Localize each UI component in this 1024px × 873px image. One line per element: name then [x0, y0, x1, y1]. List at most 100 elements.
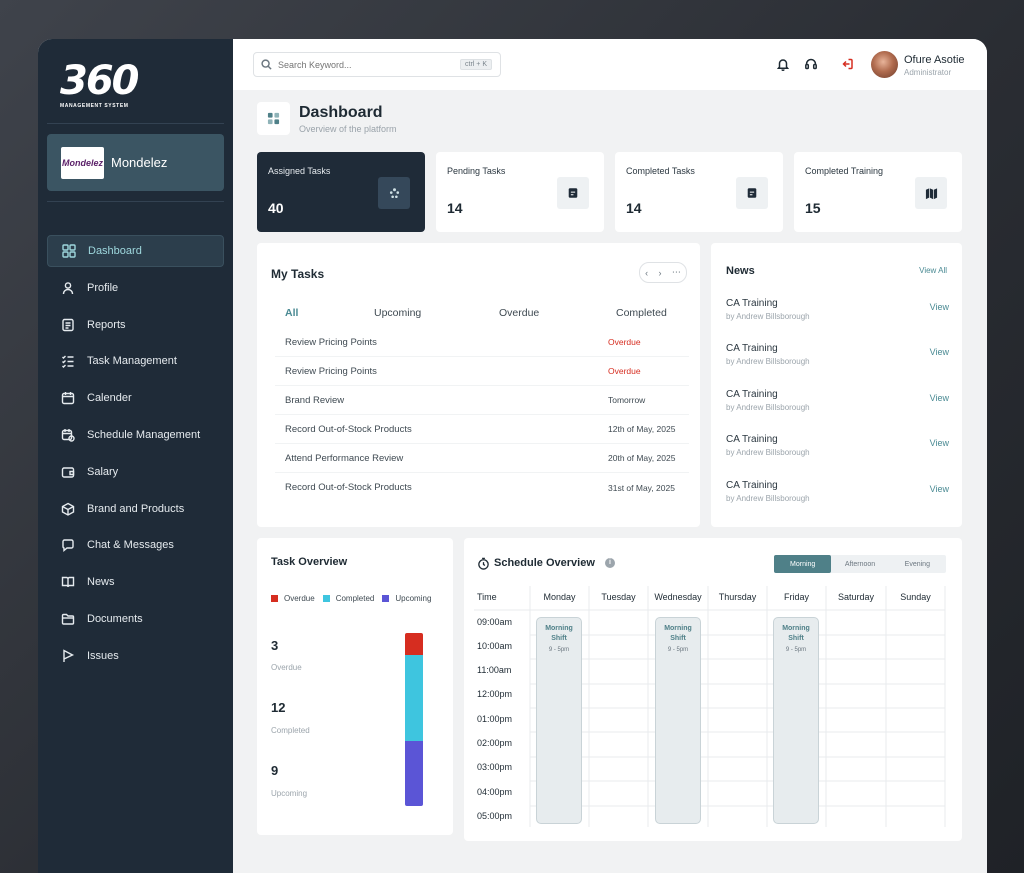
news-view-link[interactable]: View [929, 438, 949, 448]
overdue-label: Overdue [271, 663, 302, 672]
news-view-link[interactable]: View [929, 393, 949, 403]
flag-icon [61, 649, 75, 663]
time-label: 12:00pm [477, 689, 513, 699]
sidebar-item-label: Brand and Products [87, 502, 185, 515]
news-panel: News View All CA Training by Andrew Bill… [711, 243, 962, 527]
task-row[interactable]: Review Pricing Points Overdue [275, 328, 689, 357]
sidebar-item-documents[interactable]: Documents [47, 603, 224, 635]
tab-all[interactable]: All [285, 307, 299, 319]
day-header-wednesday: Wednesday [654, 592, 702, 602]
grid-icon [62, 244, 76, 258]
sidebar-item-label: Calender [87, 392, 132, 405]
search-box[interactable]: ctrl + K [253, 52, 501, 77]
sidebar-item-task-management[interactable]: Task Management [47, 345, 224, 377]
time-label: 11:00am [477, 665, 512, 675]
sidebar-item-calender[interactable]: Calender [47, 382, 224, 414]
company-card[interactable]: Mondelez Mondelez [47, 134, 224, 191]
time-label: 09:00am [477, 617, 513, 627]
dashboard-icon [257, 102, 290, 135]
avatar[interactable] [871, 51, 898, 78]
support-icon[interactable] [803, 56, 819, 72]
chevron-right-icon[interactable]: › [658, 267, 662, 278]
stat-card-pending-tasks[interactable]: Pending Tasks 14 [436, 152, 604, 232]
task-name: Brand Review [285, 394, 345, 406]
task-due: Overdue [608, 337, 641, 347]
bar-segment-upcoming [405, 741, 423, 806]
stat-value: 40 [268, 200, 284, 216]
task-overview-panel: Task Overview Overdue Completed Upcoming… [257, 538, 453, 835]
user-role: Administrator [904, 68, 952, 77]
chat-icon [61, 538, 75, 553]
sidebar-item-news[interactable]: News [47, 566, 224, 598]
news-item: CA Training by Andrew Billsborough View [726, 480, 949, 525]
sidebar: 360 MANAGEMENT SYSTEM Mondelez Mondelez … [38, 39, 233, 873]
app-logo[interactable]: 360 MANAGEMENT SYSTEM [60, 61, 140, 111]
shift-block-friday[interactable]: Morning Shift 9 - 5pm [773, 617, 819, 824]
search-input[interactable] [278, 59, 458, 70]
task-row[interactable]: Record Out-of-Stock Products 31st of May… [275, 473, 689, 502]
sidebar-item-dashboard[interactable]: Dashboard [47, 235, 224, 267]
page-title: Dashboard [299, 104, 383, 121]
legend-label: Overdue [284, 594, 315, 603]
shift-option-evening[interactable]: Evening [904, 560, 930, 568]
upcoming-count: 9 [271, 763, 279, 778]
view-all-link[interactable]: View All [919, 266, 947, 275]
logout-icon[interactable] [839, 56, 855, 72]
more-icon[interactable]: ⋯ [671, 267, 681, 277]
day-header-sunday: Sunday [900, 592, 931, 602]
sidebar-item-profile[interactable]: Profile [47, 272, 224, 304]
stat-card-completed-tasks[interactable]: Completed Tasks 14 [615, 152, 783, 232]
sidebar-item-brand-and-products[interactable]: Brand and Products [47, 493, 224, 525]
sidebar-item-reports[interactable]: Reports [47, 309, 224, 341]
sidebar-item-chat-messages[interactable]: Chat & Messages [47, 529, 224, 561]
day-header-saturday: Saturday [837, 592, 875, 602]
task-due: Overdue [608, 366, 641, 376]
shift-time: 9 - 5pm [785, 647, 807, 653]
user-name[interactable]: Ofure Asotie [904, 54, 965, 66]
shift-toggle: Morning Afternoon Evening [774, 555, 946, 573]
tab-upcoming[interactable]: Upcoming [374, 307, 422, 319]
task-row[interactable]: Attend Performance Review 20th of May, 2… [275, 444, 689, 473]
info-icon[interactable]: i [605, 558, 615, 568]
task-row[interactable]: Review Pricing Points Overdue [275, 357, 689, 386]
task-name: Attend Performance Review [285, 452, 404, 464]
bell-icon[interactable] [775, 56, 791, 72]
task-due: 20th of May, 2025 [608, 453, 676, 463]
sidebar-nav: Dashboard Profile Reports Task Managemen… [47, 235, 224, 677]
legend-swatch [322, 595, 330, 602]
sidebar-item-schedule-management[interactable]: Schedule Management [47, 419, 224, 451]
news-view-link[interactable]: View [929, 302, 949, 312]
day-header-monday: Monday [543, 592, 576, 602]
news-item-title: CA Training [726, 434, 778, 445]
company-logo: Mondelez [61, 146, 104, 179]
chevron-left-icon[interactable]: ‹ [645, 267, 649, 278]
time-label: 10:00am [477, 641, 513, 651]
sidebar-item-salary[interactable]: Salary [47, 456, 224, 488]
news-item-author: by Andrew Billsborough [726, 357, 810, 366]
task-row[interactable]: Brand Review Tomorrow [275, 386, 689, 415]
stat-card-completed-training[interactable]: Completed Training 15 [794, 152, 962, 232]
news-view-link[interactable]: View [929, 347, 949, 357]
task-stacked-bar [405, 633, 423, 806]
tab-completed[interactable]: Completed [616, 307, 667, 319]
legend-item-upcoming: Upcoming [382, 594, 431, 603]
sidebar-item-issues[interactable]: Issues [47, 640, 224, 672]
checklist-icon [61, 354, 75, 369]
shift-block-monday[interactable]: Morning Shift 9 - 5pm [536, 617, 582, 824]
shift-option-morning[interactable]: Morning [774, 555, 832, 573]
completed-label: Completed [271, 726, 310, 735]
shift-option-afternoon[interactable]: Afternoon [844, 560, 876, 568]
news-view-link[interactable]: View [929, 484, 949, 494]
stat-label: Completed Tasks [626, 166, 695, 176]
time-label: 05:00pm [477, 811, 513, 821]
task-row[interactable]: Record Out-of-Stock Products 12th of May… [275, 415, 689, 444]
wallet-icon [61, 465, 75, 479]
sidebar-item-label: Schedule Management [87, 428, 201, 441]
stat-card-assigned-tasks[interactable]: Assigned Tasks 40 [257, 152, 425, 232]
tab-overdue[interactable]: Overdue [499, 307, 540, 319]
task-name: Review Pricing Points [285, 365, 377, 377]
news-item: CA Training by Andrew Billsborough View [726, 343, 949, 388]
shift-block-wednesday[interactable]: Morning Shift 9 - 5pm [655, 617, 701, 824]
time-label: 04:00pm [477, 787, 513, 797]
box-icon [61, 502, 75, 516]
